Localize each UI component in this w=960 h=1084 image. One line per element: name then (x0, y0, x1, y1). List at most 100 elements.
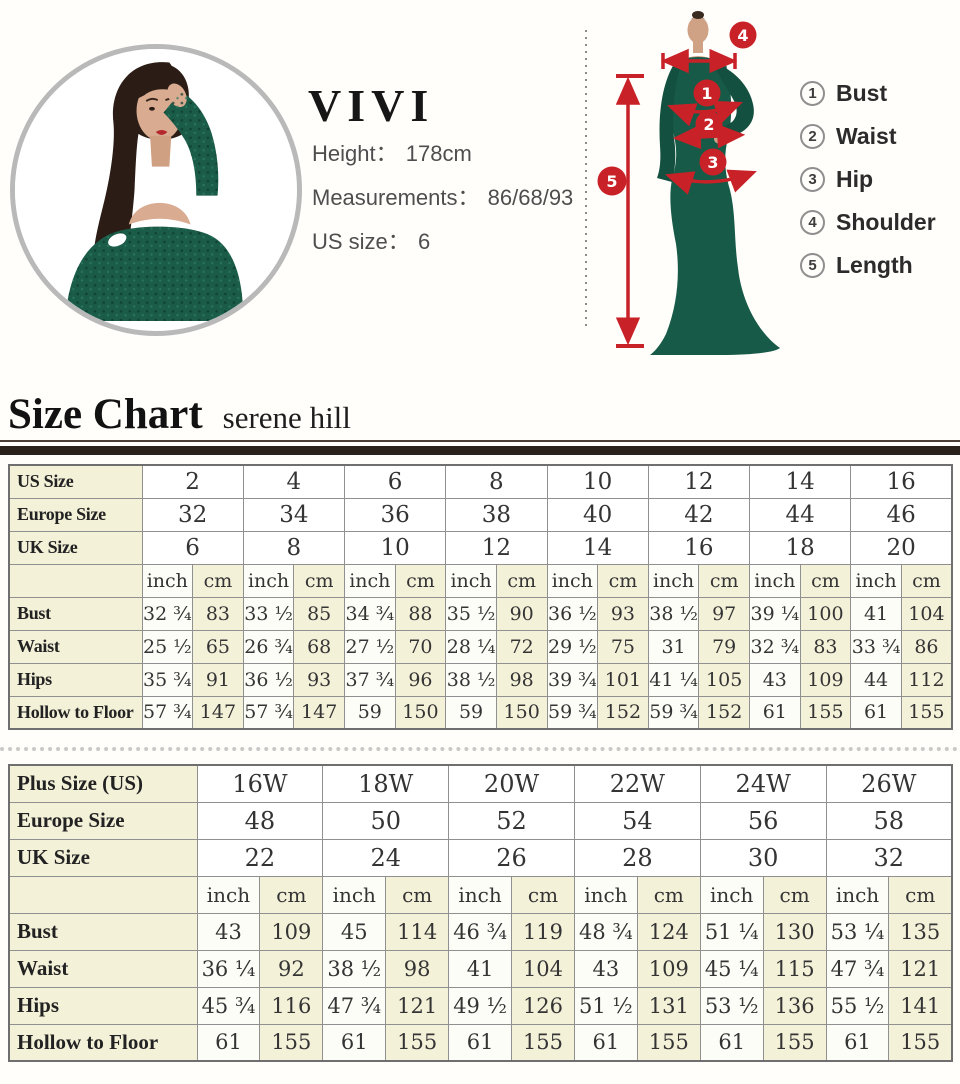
legend-label: Waist (836, 123, 897, 149)
size-cell: 16W (196, 764, 324, 803)
size-cell: 4 (242, 464, 346, 499)
row-label: US Size (8, 464, 143, 499)
size-cell: 32 (141, 497, 244, 532)
value-inch-cell: 47 ¾ (825, 949, 890, 988)
value-inch-cell: 33 ½ (242, 596, 295, 631)
row-label: Waist (8, 949, 198, 988)
value-inch-cell: 36 ½ (546, 596, 599, 631)
size-table: US Size 2 4 6 8 10 12 14 16 Europe Size 32 34 36 38 40… (8, 464, 953, 730)
value-inch-cell: 61 (699, 1023, 764, 1062)
value-cm-cell: 75 (597, 629, 649, 664)
value-cm-cell: 96 (394, 662, 447, 697)
unit-cm-cell: cm (597, 563, 649, 598)
value-inch-cell: 59 (344, 695, 396, 730)
svg-text:5: 5 (606, 172, 617, 191)
size-cell: 6 (343, 464, 447, 499)
value-cm-cell: 121 (888, 949, 953, 988)
value-inch-cell: 38 ½ (647, 596, 700, 631)
value-cm-cell: 105 (698, 662, 750, 697)
size-cell: 30 (699, 838, 827, 877)
value-inch-cell: 49 ½ (448, 986, 513, 1025)
value-inch-cell: 35 ¾ (141, 662, 194, 697)
size-cell: 56 (699, 801, 827, 840)
info-value: 86/68/93 (487, 185, 574, 210)
value-cm-cell: 65 (192, 629, 244, 664)
unit-cm-cell: cm (636, 875, 701, 914)
model-height: Height： 178cm (312, 140, 573, 167)
row-label: Hollow to Floor (8, 1023, 198, 1062)
size-cell: 6 (141, 530, 244, 565)
value-inch-cell: 36 ¼ (196, 949, 261, 988)
value-inch-cell: 32 ¾ (141, 596, 194, 631)
value-cm-cell: 130 (762, 912, 827, 951)
value-inch-cell: 45 ¼ (699, 949, 764, 988)
row-label: UK Size (8, 530, 143, 565)
value-cm-cell: 100 (799, 596, 852, 631)
size-cell: 16 (850, 464, 953, 499)
size-cell: 14 (546, 530, 649, 565)
row-label: Europe Size (8, 497, 143, 532)
value-cm-cell: 86 (900, 629, 953, 664)
size-cell: 24W (699, 764, 827, 803)
value-cm-cell: 104 (511, 949, 575, 988)
size-cell: 48 (196, 801, 324, 840)
unit-inch-cell: inch (647, 563, 700, 598)
row-label: UK Size (8, 838, 198, 877)
value-inch-cell: 31 (647, 629, 700, 664)
value-inch-cell: 53 ¼ (825, 912, 890, 951)
size-cell: 26 (448, 838, 575, 877)
size-cell: 58 (825, 801, 953, 840)
unit-inch-cell: inch (445, 563, 497, 598)
value-cm-cell: 83 (799, 629, 852, 664)
value-inch-cell: 55 ½ (825, 986, 890, 1025)
unit-inch-cell: inch (196, 875, 261, 914)
value-cm-cell: 136 (762, 986, 827, 1025)
legend-item: 3 Hip (800, 166, 936, 193)
value-cm-cell: 98 (385, 949, 450, 988)
colon: ： (387, 229, 410, 254)
value-inch-cell: 37 ¾ (344, 662, 396, 697)
value-cm-cell: 70 (394, 629, 447, 664)
unit-header-row: inch cm inch cm inch cm inch cm inch cm inch cm (8, 875, 953, 914)
unit-header-row: inch cm inch cm inch cm inch cm inch cm inch cm inch… (8, 563, 953, 598)
row-label (8, 875, 198, 914)
value-inch-cell: 29 ½ (546, 629, 599, 664)
size-cell: 10 (546, 464, 649, 499)
table-row: Europe Size 48 50 52 54 56 58 (8, 801, 953, 840)
model-info: Height： 178cm Measurements： 86/68/93 US … (312, 140, 573, 255)
value-cm-cell: 152 (698, 695, 750, 730)
value-cm-cell: 124 (636, 912, 701, 951)
size-cell: 10 (343, 530, 447, 565)
row-label: Waist (8, 629, 143, 664)
value-cm-cell: 90 (495, 596, 548, 631)
table-row: Waist 25 ½ 65 26 ¾ 68 27 ½ 70 28 ¼ 72 29 ½ 75 31 79 3… (8, 629, 953, 664)
unit-inch-cell: inch (825, 875, 890, 914)
dotted-separator (0, 747, 958, 751)
marker-hip: 3 (699, 148, 727, 176)
value-cm-cell: 155 (900, 695, 953, 730)
marker-waist: 2 (695, 110, 723, 138)
value-inch-cell: 32 ¾ (749, 629, 801, 664)
value-inch-cell: 46 ¾ (448, 912, 513, 951)
value-cm-cell: 104 (900, 596, 953, 631)
value-cm-cell: 97 (698, 596, 750, 631)
unit-inch-cell: inch (322, 875, 387, 914)
legend-item: 5 Length (800, 252, 936, 279)
value-cm-cell: 115 (762, 949, 827, 988)
legend-number: 4 (800, 210, 825, 235)
value-cm-cell: 155 (636, 1023, 701, 1062)
legend-label: Hip (836, 166, 874, 192)
value-inch-cell: 61 (825, 1023, 890, 1062)
unit-cm-cell: cm (495, 563, 548, 598)
size-cell: 18W (322, 764, 450, 803)
legend-item: 4 Shoulder (800, 209, 936, 236)
value-cm-cell: 147 (293, 695, 345, 730)
marker-length: 5 (597, 166, 627, 196)
unit-inch-cell: inch (699, 875, 764, 914)
legend-number: 5 (800, 253, 825, 278)
size-cell: 12 (445, 530, 548, 565)
standard-size-table: US Size 2 4 6 8 10 12 14 16 Europe Size 32 34 36 38 40… (8, 464, 953, 730)
value-cm-cell: 109 (636, 949, 701, 988)
info-label: Height (312, 141, 376, 166)
